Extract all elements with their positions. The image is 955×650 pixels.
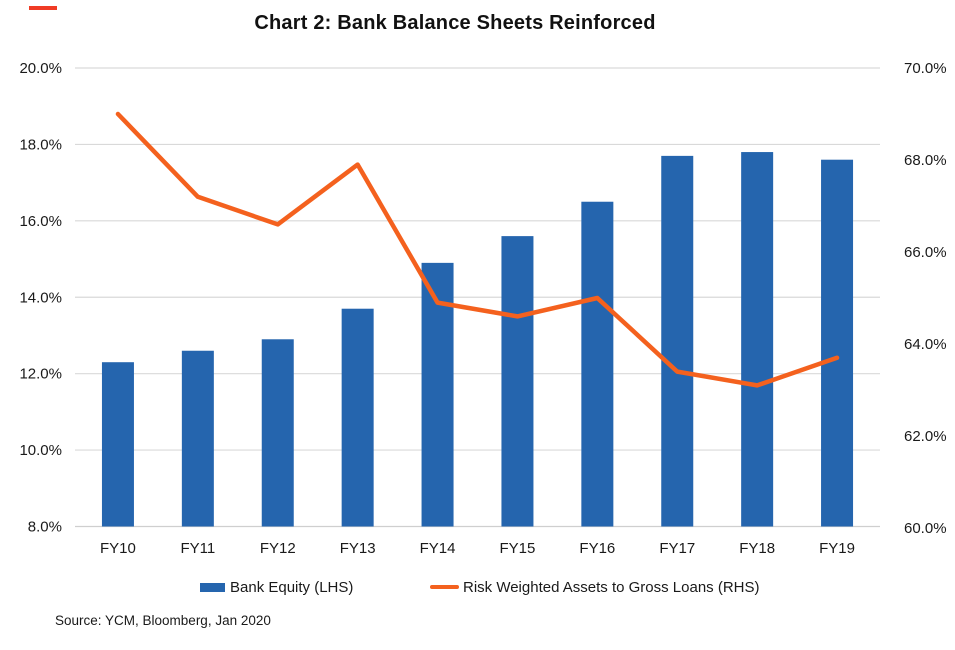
y-left-tick-label: 14.0%: [19, 289, 62, 306]
bar-FY19: [821, 159, 854, 527]
y-right-tick-label: 66.0%: [904, 244, 947, 261]
legend-item-rwa: Risk Weighted Assets to Gross Loans (RHS…: [430, 577, 760, 597]
y-left-tick-label: 18.0%: [19, 136, 62, 153]
y-left-tick-label: 16.0%: [19, 213, 62, 230]
y-right-tick-label: 64.0%: [904, 336, 947, 353]
legend-label-rwa: Risk Weighted Assets to Gross Loans (RHS…: [463, 578, 760, 596]
y-right-tick-label: 70.0%: [904, 60, 947, 77]
x-tick-label-FY15: FY15: [500, 540, 536, 557]
legend-swatch-line: [430, 585, 459, 589]
bar-FY10: [101, 362, 134, 527]
bar-FY18: [741, 152, 774, 527]
combo-chart: 20.0% 18.0% 16.0% 14.0% 12.0% 10.0% 8.0% 70.0% 6…: [19, 60, 947, 557]
rwa-line: [115, 111, 840, 388]
chart-legend: Bank Equity (LHS) Risk Weighted Assets t…: [0, 577, 955, 597]
x-tick-label-FY18: FY18: [739, 540, 775, 557]
legend-label-bank-equity: Bank Equity (LHS): [230, 578, 354, 596]
y-left-tick-label: 8.0%: [28, 519, 62, 536]
legend-item-bank-equity: Bank Equity (LHS): [200, 577, 353, 597]
bar-FY11: [181, 350, 214, 527]
y-right-tick-label: 62.0%: [904, 428, 947, 445]
y-left-tick-label: 10.0%: [19, 442, 62, 459]
bar-FY13: [341, 308, 374, 527]
y-left-tick-label: 20.0%: [19, 60, 62, 77]
x-tick-label-FY17: FY17: [659, 540, 695, 557]
x-tick-label-FY13: FY13: [340, 540, 376, 557]
y-right-tick-label: 60.0%: [904, 520, 947, 537]
source-note: Source: YCM, Bloomberg, Jan 2020: [55, 613, 271, 628]
bar-FY14: [421, 262, 454, 527]
legend-swatch-bar: [200, 582, 225, 592]
chart-title: Chart 2: Bank Balance Sheets Reinforced: [254, 12, 656, 34]
x-tick-label-FY19: FY19: [819, 540, 855, 557]
x-tick-label-FY16: FY16: [579, 540, 615, 557]
bar-FY12: [261, 339, 294, 527]
y-right-tick-label: 68.0%: [904, 152, 947, 169]
x-tick-label-FY10: FY10: [100, 540, 136, 557]
y-left-tick-label: 12.0%: [19, 366, 62, 383]
bar-FY16: [581, 201, 614, 527]
x-tick-label-FY14: FY14: [420, 540, 456, 557]
red-mark: [29, 6, 57, 10]
x-tick-label-FY12: FY12: [260, 540, 296, 557]
bar-FY17: [661, 155, 694, 527]
bar-FY15: [501, 236, 534, 527]
x-tick-label-FY11: FY11: [180, 540, 215, 557]
